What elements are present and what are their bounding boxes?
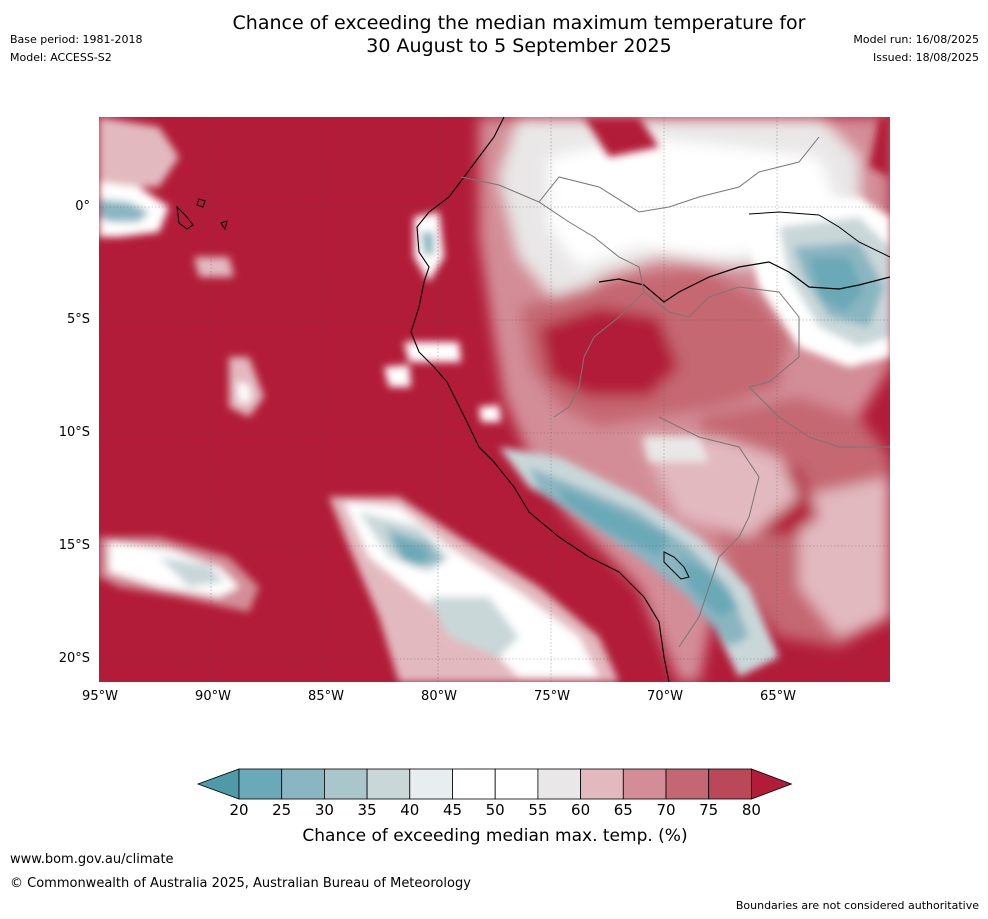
colorbar-segment	[409, 768, 453, 800]
base-period-text: Base period: 1981-2018	[10, 33, 143, 46]
colorbar-segment	[580, 768, 624, 800]
lon-label-70w: 70°W	[647, 689, 683, 704]
colorbar-tick-label: 65	[613, 801, 633, 819]
lat-label-5s: 5°S	[66, 312, 90, 327]
colorbar-tick-label: 35	[357, 801, 377, 819]
colorbar-tick-label: 70	[656, 801, 676, 819]
coastline	[410, 117, 670, 682]
boundaries-disclaimer: Boundaries are not considered authoritat…	[735, 899, 979, 912]
lat-label-10s: 10°S	[58, 425, 90, 440]
rio-negro	[748, 211, 890, 258]
colorbar-tick-label: 75	[699, 801, 719, 819]
colorbar-segment	[281, 768, 325, 800]
map-title: Chance of exceeding the median maximum t…	[150, 12, 888, 58]
probability-map	[99, 117, 890, 682]
colorbar-tick-label: 25	[272, 801, 292, 819]
lon-label-85w: 85°W	[308, 689, 344, 704]
model-run-text: Model run: 16/08/2025	[853, 33, 979, 46]
issued-text: Issued: 18/08/2025	[872, 51, 979, 64]
lon-label-95w: 95°W	[82, 689, 118, 704]
title-line-2: 30 August to 5 September 2025	[366, 35, 672, 57]
colorbar-tick-label: 50	[485, 801, 505, 819]
galapagos-islands	[176, 198, 228, 231]
model-text: Model: ACCESS-S2	[10, 51, 112, 64]
lat-label-0: 0°	[75, 199, 90, 214]
colorbar-tick-label: 20	[229, 801, 249, 819]
website-link[interactable]: www.bom.gov.au/climate	[10, 852, 174, 867]
lon-label-75w: 75°W	[534, 689, 570, 704]
colorbar-segment	[452, 768, 496, 800]
title-line-1: Chance of exceeding the median maximum t…	[232, 12, 806, 34]
colorbar-segment	[494, 768, 539, 800]
colorbar-extend-low	[196, 768, 240, 800]
colorbar-segment	[323, 768, 368, 800]
colorbar-segment	[622, 768, 667, 800]
lake-titicaca	[663, 551, 690, 580]
lat-label-20s: 20°S	[58, 651, 90, 666]
colorbar-extend-high	[751, 768, 793, 800]
colorbar-segment	[366, 768, 411, 800]
graticule	[99, 117, 890, 682]
colorbar-tick-label: 55	[528, 801, 548, 819]
copyright-text: © Commonwealth of Australia 2025, Austra…	[10, 876, 471, 891]
amazon-river	[598, 261, 890, 303]
lon-label-65w: 65°W	[760, 689, 796, 704]
coastal-cool-band	[499, 447, 779, 677]
colorbar-tick-label: 60	[571, 801, 591, 819]
colorbar-tick-label: 45	[442, 801, 463, 819]
colorbar-segment	[665, 768, 710, 800]
colorbar-segment	[708, 768, 752, 800]
colorbar-segment	[537, 768, 581, 800]
offshore-cool-plume	[99, 117, 619, 682]
lat-label-15s: 15°S	[58, 538, 90, 553]
lon-label-90w: 90°W	[195, 689, 231, 704]
country-borders	[460, 136, 890, 648]
colorbar-tick-label: 30	[314, 801, 334, 819]
coastal-spots	[384, 212, 709, 462]
colorbar-label: Chance of exceeding median max. temp. (%…	[302, 826, 688, 846]
colorbar	[196, 768, 793, 800]
lon-label-80w: 80°W	[421, 689, 457, 704]
colorbar-tick-label: 40	[400, 801, 420, 819]
colorbar-segment	[238, 768, 283, 800]
colorbar-tick-label: 80	[741, 801, 761, 819]
